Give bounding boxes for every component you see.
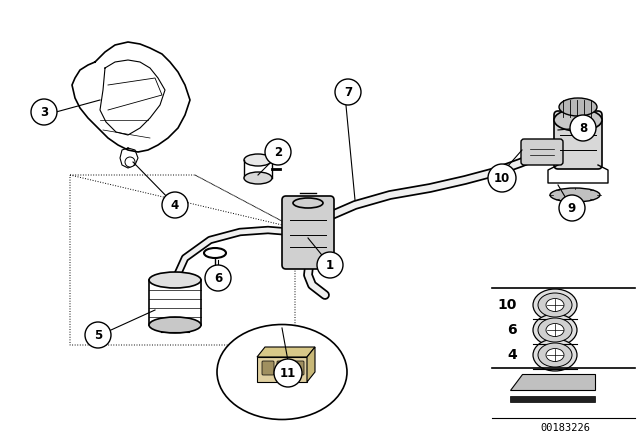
- FancyBboxPatch shape: [262, 361, 274, 375]
- Ellipse shape: [550, 188, 600, 202]
- Ellipse shape: [533, 289, 577, 321]
- Text: 2: 2: [274, 146, 282, 159]
- Ellipse shape: [559, 98, 597, 116]
- FancyBboxPatch shape: [277, 361, 289, 375]
- Text: 6: 6: [214, 271, 222, 284]
- Polygon shape: [257, 347, 315, 357]
- Circle shape: [488, 164, 516, 192]
- Ellipse shape: [533, 339, 577, 371]
- Text: 4: 4: [508, 348, 517, 362]
- Ellipse shape: [546, 298, 564, 311]
- Text: 3: 3: [40, 105, 48, 119]
- Ellipse shape: [546, 349, 564, 362]
- Circle shape: [274, 359, 302, 387]
- Ellipse shape: [538, 343, 572, 367]
- Text: 9: 9: [568, 202, 576, 215]
- Circle shape: [205, 265, 231, 291]
- Ellipse shape: [538, 318, 572, 342]
- Text: 5: 5: [94, 328, 102, 341]
- FancyBboxPatch shape: [521, 139, 563, 165]
- Ellipse shape: [149, 317, 201, 333]
- Circle shape: [31, 99, 57, 125]
- Ellipse shape: [533, 314, 577, 346]
- Circle shape: [570, 115, 596, 141]
- Text: 4: 4: [171, 198, 179, 211]
- Circle shape: [85, 322, 111, 348]
- Circle shape: [335, 79, 361, 105]
- Circle shape: [265, 139, 291, 165]
- Circle shape: [162, 192, 188, 218]
- FancyBboxPatch shape: [282, 196, 334, 269]
- Circle shape: [559, 195, 585, 221]
- Polygon shape: [307, 347, 315, 382]
- Text: 8: 8: [579, 121, 587, 134]
- Ellipse shape: [217, 324, 347, 419]
- Text: 00183226: 00183226: [540, 423, 590, 433]
- Ellipse shape: [244, 172, 272, 184]
- FancyBboxPatch shape: [292, 361, 304, 375]
- Ellipse shape: [538, 293, 572, 317]
- Text: 7: 7: [344, 86, 352, 99]
- Text: 10: 10: [494, 172, 510, 185]
- Circle shape: [125, 157, 135, 167]
- Ellipse shape: [554, 109, 602, 131]
- Text: 11: 11: [280, 366, 296, 379]
- Text: 10: 10: [498, 298, 517, 312]
- Circle shape: [317, 252, 343, 278]
- FancyBboxPatch shape: [554, 111, 602, 169]
- Ellipse shape: [546, 323, 564, 336]
- Text: 6: 6: [508, 323, 517, 337]
- Ellipse shape: [149, 272, 201, 288]
- Ellipse shape: [244, 154, 272, 166]
- Text: 1: 1: [326, 258, 334, 271]
- Polygon shape: [257, 357, 307, 382]
- Polygon shape: [510, 396, 595, 402]
- Polygon shape: [510, 374, 595, 390]
